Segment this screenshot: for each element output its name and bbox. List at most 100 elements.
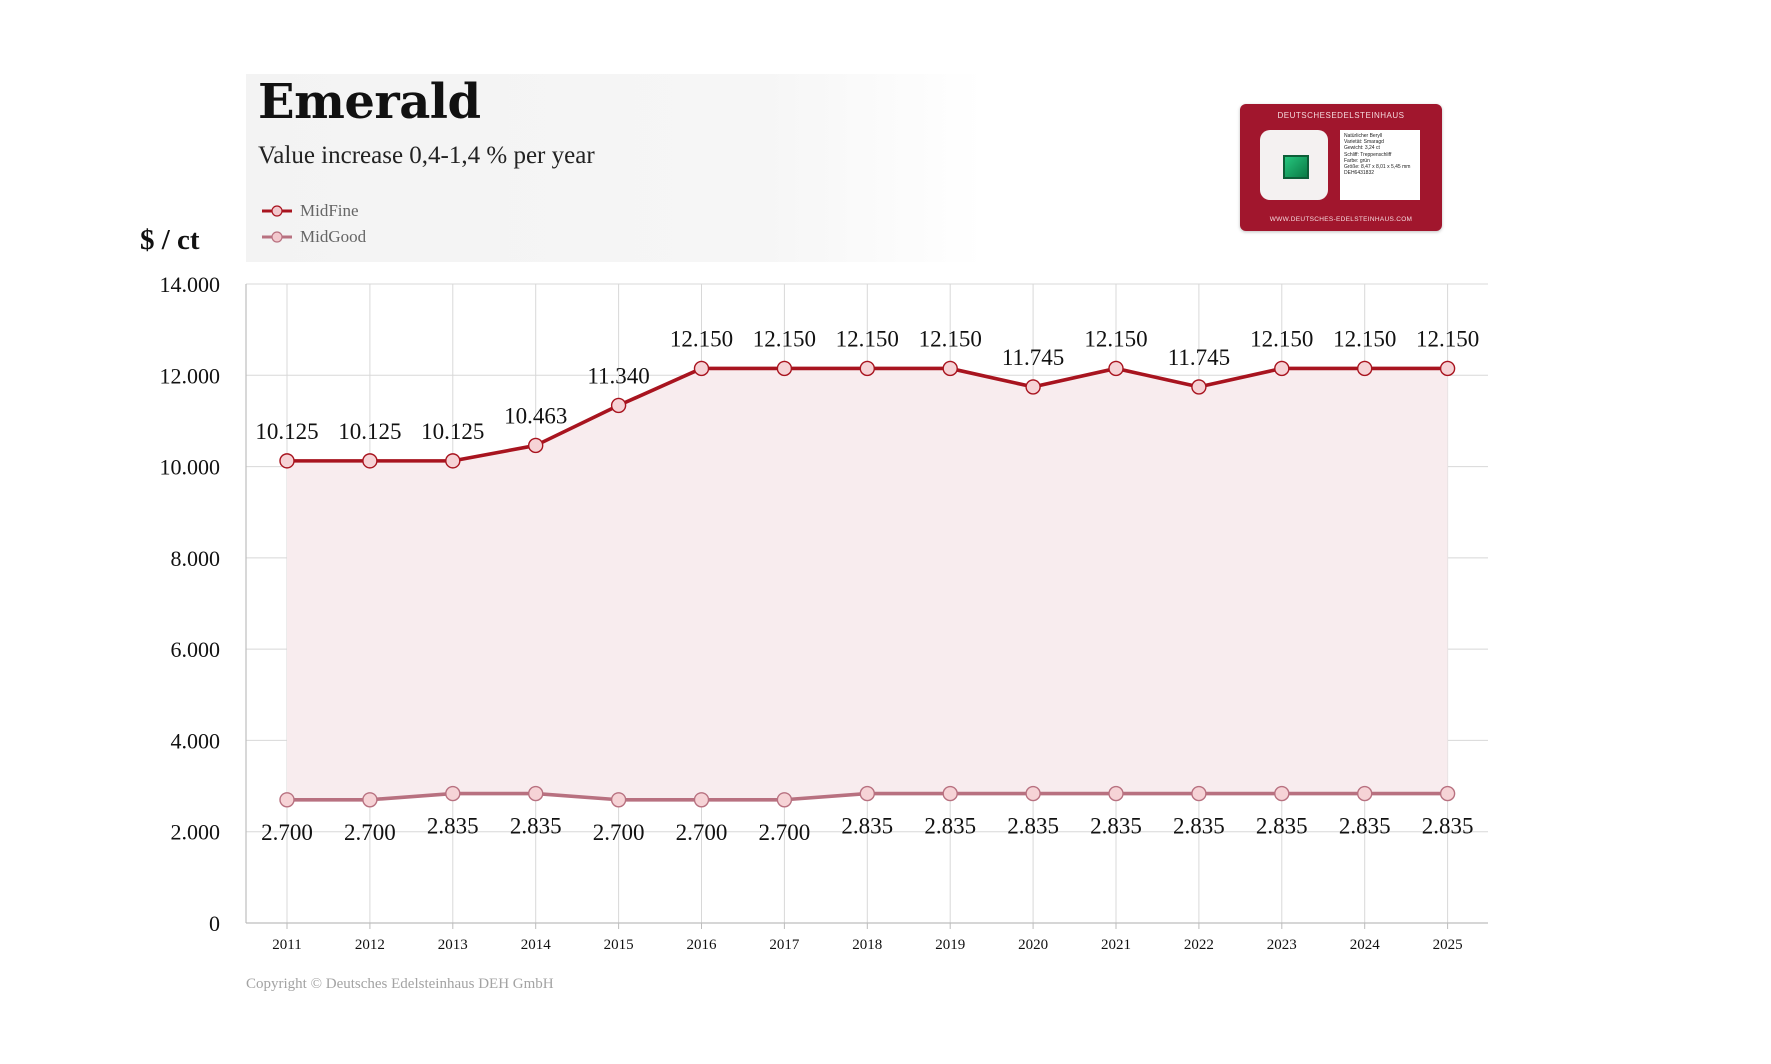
cert-line: Natürlicher Beryll (1344, 133, 1383, 139)
data-point-midfine (445, 453, 461, 469)
certificate-footer: WWW.DEUTSCHES-EDELSTEINHAUS.COM (1269, 216, 1413, 223)
data-point-midfine (279, 453, 295, 469)
data-point-midgood (1191, 785, 1207, 802)
area-fill (287, 368, 1448, 800)
data-label-midgood: 2.835 (1007, 814, 1059, 839)
x-tick-label: 2012 (355, 937, 385, 953)
data-label-midfine: 10.125 (421, 419, 484, 444)
data-label-midgood: 2.700 (759, 820, 811, 845)
certificate-info: Natürlicher Beryll Varietät: Smaragd Gew… (1340, 130, 1420, 200)
data-label-midfine: 11.340 (587, 363, 649, 388)
x-tick-label: 2015 (604, 937, 634, 953)
chart-subtitle: Value increase 0,4-1,4 % per year (258, 142, 595, 169)
cert-line: DEH6431832 (1344, 170, 1375, 177)
y-tick-label: 0 (209, 911, 220, 936)
data-point-midgood (1439, 785, 1456, 802)
data-label-midfine: 12.150 (1416, 326, 1479, 351)
data-point-midgood (1108, 785, 1124, 802)
data-label-midfine: 12.150 (919, 326, 982, 351)
legend-marker-midgood-icon (262, 231, 292, 243)
data-point-midfine (776, 360, 793, 377)
y-tick-label: 12.000 (160, 363, 221, 388)
y-tick-label: 8.000 (171, 546, 221, 571)
legend: MidFine MidGood (262, 198, 366, 250)
data-label-midgood: 2.700 (344, 820, 396, 845)
data-point-midgood (1356, 785, 1373, 802)
data-point-midgood (693, 792, 710, 808)
data-point-midfine (362, 453, 378, 469)
x-tick-label: 2023 (1267, 937, 1297, 953)
copyright: Copyright © Deutsches Edelsteinhaus DEH … (246, 976, 554, 992)
x-tick-label: 2019 (935, 937, 965, 953)
data-label-midgood: 2.700 (593, 820, 645, 845)
data-label-midfine: 10.125 (338, 419, 401, 444)
x-tick-label: 2025 (1433, 937, 1463, 953)
legend-marker-midfine-icon (262, 205, 292, 217)
data-label-midgood: 2.835 (841, 814, 893, 839)
data-point-midgood (1274, 785, 1290, 802)
y-axis-unit: $ / ct (140, 224, 200, 256)
data-point-midgood (362, 792, 378, 808)
data-point-midgood (528, 785, 544, 802)
cert-line: Farbe: grün (1344, 157, 1370, 164)
legend-label-midgood: MidGood (300, 227, 367, 246)
data-label-midgood: 2.835 (1090, 814, 1142, 839)
data-label-midgood: 2.700 (261, 820, 313, 845)
header-panel (246, 74, 984, 262)
data-point-midfine (942, 360, 958, 377)
data-label-midfine: 10.463 (504, 403, 567, 428)
data-label-midfine: 12.150 (753, 326, 816, 351)
data-label-midgood: 2.835 (1339, 814, 1391, 839)
data-point-midfine (693, 360, 710, 377)
y-tick-label: 4.000 (171, 728, 221, 753)
data-point-midfine (528, 437, 544, 454)
certificate-card-image: DEUTSCHESEDELSTEINHAUS Natürlicher Beryl… (1240, 104, 1442, 231)
data-label-midgood: 2.835 (510, 814, 562, 839)
x-tick-label: 2014 (521, 937, 552, 953)
data-label-midfine: 10.125 (255, 419, 318, 444)
data-point-midfine (1191, 379, 1207, 395)
data-label-midfine: 12.150 (1250, 326, 1313, 351)
y-tick-label: 14.000 (160, 272, 221, 297)
x-tick-label: 2022 (1184, 937, 1214, 953)
data-point-midfine (1108, 360, 1124, 377)
legend-item-midfine: MidFine (262, 198, 366, 224)
legend-item-midgood: MidGood (262, 224, 366, 250)
data-label-midgood: 2.700 (676, 820, 728, 845)
cert-line: Gewicht: 3,24 ct (1344, 145, 1380, 152)
data-label-midgood: 2.835 (1173, 814, 1225, 839)
data-label-midfine: 12.150 (836, 326, 899, 351)
data-point-midgood (859, 785, 875, 802)
chart-title: Emerald (258, 74, 481, 130)
legend-label-midfine: MidFine (300, 201, 359, 220)
x-tick-label: 2024 (1350, 937, 1381, 953)
data-label-midgood: 2.835 (1422, 814, 1474, 839)
data-label-midgood: 2.835 (924, 814, 976, 839)
y-tick-label: 2.000 (171, 820, 221, 845)
x-tick-label: 2011 (272, 937, 301, 953)
data-point-midgood (610, 792, 627, 808)
data-point-midfine (610, 397, 627, 414)
data-label-midgood: 2.835 (427, 814, 479, 839)
cert-line: Varietät: Smaragd (1344, 139, 1384, 146)
data-label-midfine: 12.150 (670, 326, 733, 351)
cert-line: Schliff: Treppenschliff (1344, 151, 1392, 158)
data-point-midgood (445, 785, 461, 802)
data-label-midfine: 12.150 (1333, 326, 1396, 351)
x-tick-label: 2021 (1101, 937, 1131, 953)
certificate-brand: DEUTSCHESEDELSTEINHAUS (1277, 111, 1405, 120)
data-point-midgood (942, 785, 958, 802)
x-tick-label: 2017 (769, 937, 800, 953)
data-point-midfine (1356, 360, 1373, 377)
x-tick-label: 2020 (1018, 937, 1048, 953)
x-tick-label: 2013 (438, 937, 468, 953)
data-label-midfine: 11.745 (1002, 345, 1064, 370)
data-point-midfine (1439, 360, 1456, 377)
data-label-midfine: 12.150 (1084, 326, 1147, 351)
y-tick-label: 6.000 (171, 637, 221, 662)
data-point-midfine (1274, 360, 1290, 377)
data-label-midgood: 2.835 (1256, 814, 1308, 839)
data-point-midfine (859, 360, 875, 377)
data-point-midfine (1025, 379, 1041, 395)
